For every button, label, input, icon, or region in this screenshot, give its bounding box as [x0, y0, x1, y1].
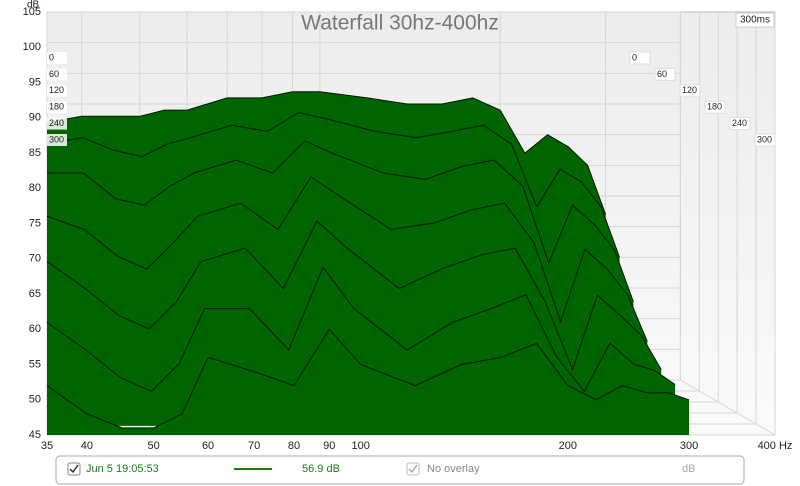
z-tick-box: [47, 52, 67, 64]
labels: 45 50 55 60 65 70 75 80 85 90 95 100 105 35 40 50 60 70 80…: [23, 6, 793, 452]
chart-title: Waterfall 30hz-400hz: [301, 12, 499, 35]
x-tick-label: 70: [248, 440, 260, 452]
z-tick-label: 60: [657, 69, 667, 79]
slice-line: [47, 140, 634, 302]
slice-line: [46, 266, 676, 393]
z-tick-box: [47, 68, 67, 81]
y-tick-label: 95: [29, 76, 41, 88]
depth-box: [735, 12, 775, 28]
x-tick-label: 80: [288, 440, 300, 452]
x-tick-label: 90: [323, 440, 335, 452]
x-tick-label: 35: [41, 440, 53, 452]
overlay-checkbox[interactable]: [406, 462, 420, 476]
overlay-check-mark: [408, 464, 418, 474]
checkbox[interactable]: [67, 462, 81, 476]
check-mark: [69, 464, 79, 474]
z-tick-label: 120: [682, 85, 697, 95]
z-tick-box: [729, 117, 751, 131]
z-tick-label: 60: [49, 69, 59, 79]
slice-line: [46, 328, 690, 429]
z-tick-box: [704, 100, 726, 114]
y-tick-label: 100: [23, 41, 41, 53]
unit-label: dB: [682, 463, 695, 475]
x-tick-label: 200: [559, 440, 577, 452]
z-tick-box: [47, 101, 67, 114]
z-tick-label: 180: [49, 102, 64, 112]
x-tick-label: 100: [352, 440, 370, 452]
y-tick-label: 105: [23, 6, 41, 18]
z-tick-box: [629, 51, 651, 65]
z-tick-label: 240: [732, 118, 747, 128]
status-bar: Jun 5 19:05:53 56.9 dB No overlay dB: [55, 455, 745, 485]
z-tick-box: [47, 134, 67, 146]
x-tick-label: 40: [81, 440, 93, 452]
z-tick-box: [47, 117, 67, 130]
y-tick-label: 55: [29, 358, 41, 370]
y-tick-label: 75: [29, 217, 41, 229]
status-frame: [55, 455, 745, 485]
z-tick-box: [679, 84, 701, 98]
z-tick-label: 0: [632, 52, 637, 62]
z-tick-label: 0: [49, 52, 54, 62]
slice-line: [46, 112, 620, 258]
depth-label: 300ms: [740, 15, 770, 26]
overlay-label[interactable]: No overlay: [427, 463, 480, 475]
x-tick-label: 50: [147, 440, 159, 452]
slice-line: [46, 220, 662, 371]
y-tick-label: 70: [29, 253, 41, 265]
measurement-name[interactable]: Jun 5 19:05:53: [86, 463, 159, 475]
z-tick-label: 120: [49, 85, 64, 95]
z-tick-label: 180: [707, 102, 722, 112]
z-tick-box: [754, 133, 776, 147]
z-tick-box: [47, 84, 67, 97]
y-tick-label: 50: [29, 394, 41, 406]
z-tick-box: [654, 67, 676, 81]
y-tick-label: 85: [29, 147, 41, 159]
y-axis-label: dB: [27, 0, 40, 11]
slice-line: [46, 176, 648, 342]
y-tick-label: 80: [29, 182, 41, 194]
y-tick-label: 45: [29, 429, 41, 441]
z-tick-label: 300: [757, 134, 772, 144]
y-tick-label: 65: [29, 288, 41, 300]
level-value: 56.9 dB: [302, 463, 340, 475]
slices: [46, 91, 690, 435]
x-tick-label: 400 Hz: [758, 440, 793, 452]
x-tick-label: 60: [202, 440, 214, 452]
x-tick-label: 300: [680, 440, 698, 452]
z-tick-label: 240: [49, 118, 64, 128]
slice-line: [46, 91, 607, 215]
y-tick-label: 60: [29, 323, 41, 335]
y-tick-label: 90: [29, 112, 41, 124]
floor-line: [680, 379, 776, 436]
slice-area: [47, 329, 690, 435]
z-tick-label: 300: [49, 134, 64, 144]
